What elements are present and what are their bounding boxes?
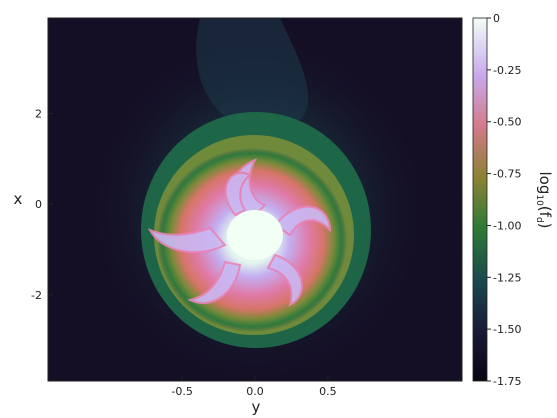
bright-center	[227, 210, 283, 260]
x-tick-label: -0.5	[171, 385, 192, 398]
x-axis-label: y	[252, 398, 261, 416]
colorbar-ticks: 0 -0.25 -0.50 -0.75 -1.00 -1.25 -1.50 -1.75	[487, 12, 521, 388]
colorbar-tick-label: -1.00	[493, 219, 521, 232]
colorbar-label-base: 10	[534, 194, 544, 206]
colorbar-tick-label: -0.25	[493, 64, 521, 77]
colorbar-label-log: log	[536, 171, 554, 194]
y-tick-label: 2	[35, 107, 42, 120]
colorbar	[472, 17, 488, 382]
colorbar-label: log10(fd)	[534, 171, 554, 228]
colorbar-tick-label: -0.75	[493, 168, 521, 181]
colorbar-tick-label: 0	[493, 12, 500, 25]
colorbar-tick-label: -0.50	[493, 116, 521, 129]
x-tick-label: 0.5	[319, 385, 337, 398]
y-tick-label: 0	[35, 198, 42, 211]
spiral-arms	[147, 158, 332, 307]
colorbar-label-close: )	[536, 223, 554, 229]
colorbar-tick-label: -1.50	[493, 323, 521, 336]
y-tick-label: -2	[31, 289, 42, 302]
heatmap-field	[93, 18, 423, 380]
x-axis-ticks: -0.5 0.0 0.5	[171, 376, 337, 398]
upper-wake	[196, 18, 309, 120]
colorbar-label-subarg: d	[534, 217, 544, 223]
colorbar-label-arg: (f	[536, 206, 554, 218]
colorbar-tick-label: -1.25	[493, 271, 521, 284]
y-axis-ticks: 2 0 -2	[31, 107, 53, 302]
colorbar-tick-label: -1.75	[493, 375, 521, 388]
x-tick-label: 0.0	[246, 385, 264, 398]
y-axis-label: x	[14, 190, 23, 208]
